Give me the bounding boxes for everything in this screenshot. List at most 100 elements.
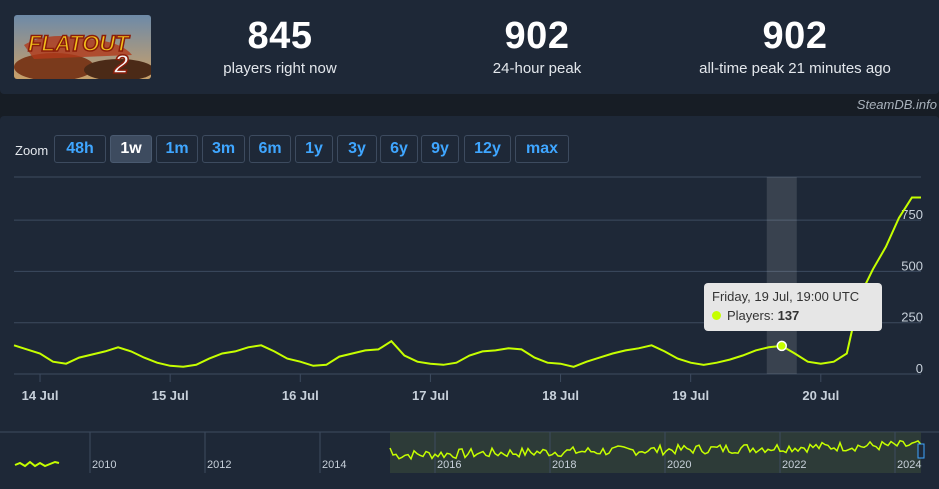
data-point[interactable] — [103, 349, 107, 353]
data-point[interactable] — [767, 345, 771, 349]
data-point[interactable] — [845, 351, 849, 355]
data-point[interactable] — [728, 358, 732, 362]
data-point[interactable] — [754, 348, 758, 352]
data-point[interactable] — [77, 356, 81, 360]
data-point[interactable] — [155, 361, 159, 365]
data-point[interactable] — [819, 362, 823, 366]
data-point[interactable] — [350, 351, 354, 355]
y-tick-label: 0 — [916, 361, 923, 376]
data-point[interactable] — [871, 267, 875, 271]
highlight-point[interactable] — [776, 340, 788, 352]
data-point[interactable] — [129, 349, 133, 353]
data-point[interactable] — [298, 360, 302, 364]
data-point[interactable] — [428, 362, 432, 366]
navigator-tick-label: 2010 — [92, 459, 116, 471]
steamdb-credit[interactable]: SteamDB.info — [856, 97, 937, 112]
data-point[interactable] — [910, 196, 914, 200]
data-point[interactable] — [207, 357, 211, 361]
data-point[interactable] — [259, 343, 263, 347]
zoom-1y-button[interactable]: 1y — [295, 135, 333, 163]
x-tick-label: 17 Jul — [412, 388, 449, 403]
tooltip-series-label: Players: — [727, 308, 774, 323]
data-point[interactable] — [585, 360, 589, 364]
data-point[interactable] — [832, 360, 836, 364]
game-logo[interactable]: FLATOUT 2 — [14, 15, 151, 79]
data-point[interactable] — [520, 347, 524, 351]
data-point[interactable] — [676, 357, 680, 361]
game-logo-image: FLATOUT 2 — [14, 15, 151, 79]
zoom-6m-button[interactable]: 6m — [249, 135, 291, 163]
data-point[interactable] — [919, 196, 923, 200]
data-point[interactable] — [389, 339, 393, 343]
data-point[interactable] — [38, 351, 42, 355]
data-point[interactable] — [467, 354, 471, 358]
navigator[interactable]: 2010 2012 2014 2016 2018 2020 2022 2024 — [0, 431, 939, 473]
navigator-tick-label: 2012 — [207, 459, 231, 471]
data-point[interactable] — [480, 349, 484, 353]
zoom-48h-button[interactable]: 48h — [54, 135, 106, 163]
navigator-handle-right[interactable] — [917, 443, 925, 459]
data-point[interactable] — [624, 348, 628, 352]
zoom-12y-button[interactable]: 12y — [464, 135, 511, 163]
tooltip-value-row: Players: 137 — [712, 308, 874, 323]
navigator-range[interactable] — [390, 432, 921, 473]
x-tick-label: 15 Jul — [152, 388, 189, 403]
data-point[interactable] — [285, 357, 289, 361]
data-point[interactable] — [611, 351, 615, 355]
data-point[interactable] — [12, 343, 16, 347]
zoom-1m-button[interactable]: 1m — [156, 135, 198, 163]
data-point[interactable] — [546, 361, 550, 365]
zoom-6y-button[interactable]: 6y — [380, 135, 418, 163]
zoom-3m-button[interactable]: 3m — [202, 135, 245, 163]
data-point[interactable] — [897, 216, 901, 220]
data-point[interactable] — [116, 345, 120, 349]
data-point[interactable] — [702, 363, 706, 367]
navigator-tick-label: 2014 — [322, 459, 346, 471]
data-point[interactable] — [311, 364, 315, 368]
zoom-9y-button[interactable]: 9y — [421, 135, 459, 163]
data-point[interactable] — [689, 361, 693, 365]
data-point[interactable] — [415, 360, 419, 364]
data-point[interactable] — [454, 361, 458, 365]
data-point[interactable] — [363, 348, 367, 352]
data-point[interactable] — [51, 360, 55, 364]
data-point[interactable] — [233, 349, 237, 353]
data-point[interactable] — [493, 348, 497, 352]
data-point[interactable] — [559, 362, 563, 366]
data-point[interactable] — [650, 343, 654, 347]
data-point[interactable] — [806, 360, 810, 364]
data-point[interactable] — [715, 361, 719, 365]
data-point[interactable] — [25, 347, 29, 351]
data-point[interactable] — [142, 356, 146, 360]
data-point[interactable] — [90, 353, 94, 357]
data-point[interactable] — [741, 354, 745, 358]
data-point[interactable] — [884, 245, 888, 249]
data-point[interactable] — [441, 363, 445, 367]
data-point[interactable] — [572, 365, 576, 369]
zoom-1w-button[interactable]: 1w — [110, 135, 152, 163]
data-point[interactable] — [246, 345, 250, 349]
data-point[interactable] — [220, 351, 224, 355]
tooltip-date: Friday, 19 Jul, 19:00 UTC — [712, 289, 860, 304]
data-point[interactable] — [376, 347, 380, 351]
data-point[interactable] — [337, 355, 341, 359]
data-point[interactable] — [168, 364, 172, 368]
data-point[interactable] — [194, 363, 198, 367]
data-point[interactable] — [637, 346, 641, 350]
data-point[interactable] — [598, 356, 602, 360]
data-point[interactable] — [402, 354, 406, 358]
data-point[interactable] — [793, 351, 797, 355]
data-point[interactable] — [324, 363, 328, 367]
data-point[interactable] — [533, 356, 537, 360]
data-point[interactable] — [64, 362, 68, 366]
data-point[interactable] — [181, 365, 185, 369]
data-point[interactable] — [506, 346, 510, 350]
data-point[interactable] — [272, 349, 276, 353]
stats-panel: FLATOUT 2 845 players right now 902 24-h… — [0, 0, 939, 94]
current-players-value: 845 — [247, 15, 313, 57]
y-tick-label: 500 — [901, 258, 923, 273]
zoom-3y-button[interactable]: 3y — [337, 135, 377, 163]
zoom-max-button[interactable]: max — [515, 135, 569, 163]
data-point[interactable] — [663, 349, 667, 353]
